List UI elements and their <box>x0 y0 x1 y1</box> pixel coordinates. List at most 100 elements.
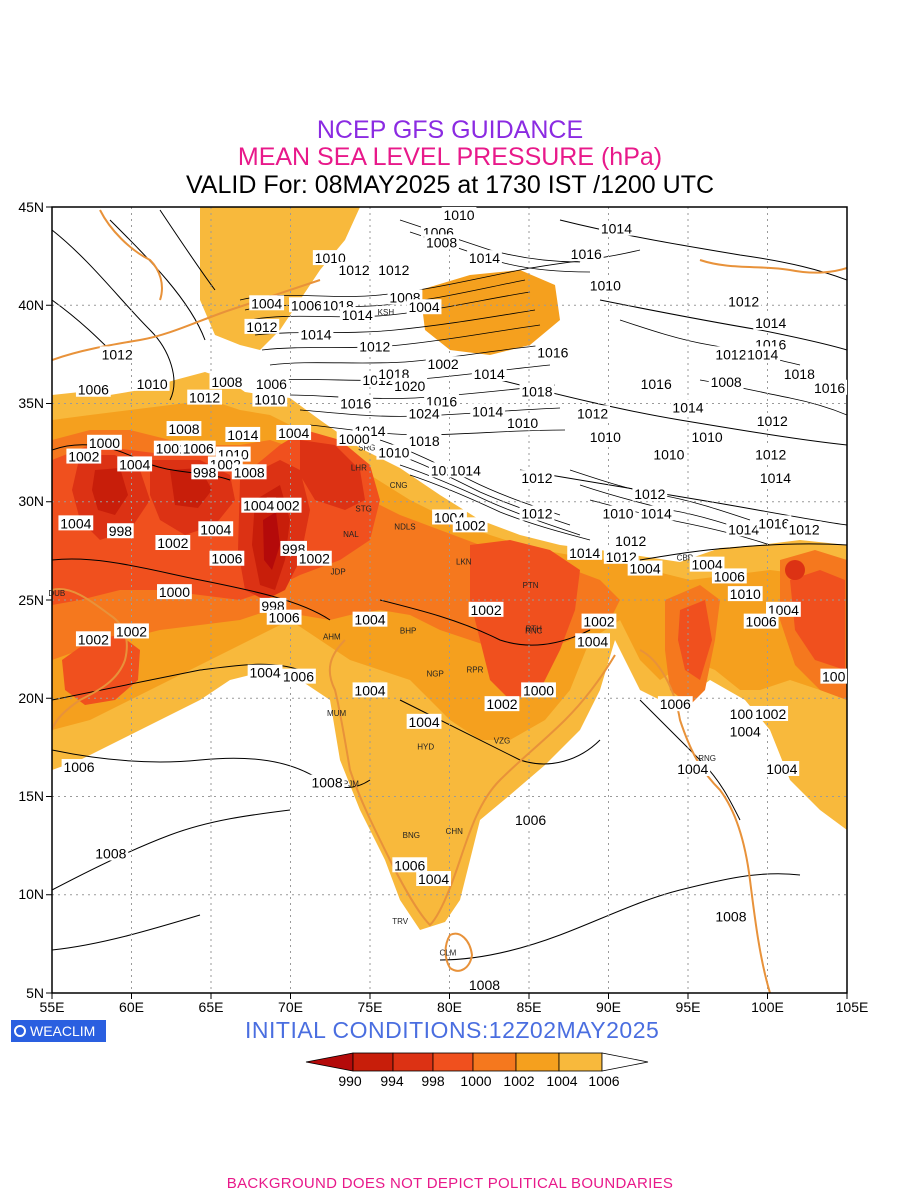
isobar-label: 1008 <box>713 908 749 924</box>
isobar-label-text: 1012 <box>728 293 759 309</box>
isobar-label-box <box>726 521 762 537</box>
isobar-label: 1002 <box>114 623 149 639</box>
isobar-label-text: 1006 <box>291 297 322 313</box>
isobar-label-box <box>764 760 800 776</box>
isobar-label-text: 1006 <box>746 614 777 630</box>
isobar-label-text: 1001 <box>156 441 187 457</box>
isobar-label-box <box>75 381 111 397</box>
city-label: LKN <box>456 558 472 567</box>
city-label: CLM <box>439 949 456 958</box>
isobar-label: 1010 <box>587 277 623 294</box>
isobar-label-text: 1010 <box>602 506 633 522</box>
isobar-label: 1006 <box>75 381 111 398</box>
isobar-label-box <box>339 307 375 323</box>
x-tick-label: 75E <box>358 999 383 1015</box>
isobar-label-text: 1010 <box>692 429 723 445</box>
isobar-label-box <box>470 403 506 419</box>
isobar-label-text: 1004 <box>354 612 385 628</box>
isobar-label-text: 1010 <box>443 207 474 223</box>
isobar-label-text: 1012 <box>755 447 786 463</box>
city-label: TRV <box>392 917 409 926</box>
isobar-label-box <box>519 470 555 486</box>
isobar-label-text: 1004 <box>60 515 91 531</box>
y-tick-label: 5N <box>26 985 44 1001</box>
isobar-label-text: 1006 <box>660 696 691 712</box>
isobar-label: 1000 <box>157 584 192 600</box>
isobar-label: 1014 <box>670 399 706 415</box>
isobar-label-box <box>249 295 285 311</box>
isobar-label-text: 1004 <box>677 761 708 777</box>
isobar-label-text: 1012 <box>359 339 390 355</box>
isobar-label: 1006 <box>392 857 428 873</box>
isobar-label-box <box>406 713 442 729</box>
isobar-label-box <box>708 373 744 389</box>
colorbar-label: 998 <box>421 1073 445 1089</box>
isobar-label-box <box>61 759 97 775</box>
isobar-label-box <box>231 464 267 480</box>
isobar-label-box <box>309 774 345 790</box>
isobar-label-text: 1012 <box>339 262 370 278</box>
isobar-label: 100 <box>820 668 847 685</box>
isobar-label: 1016 <box>756 515 792 531</box>
isobar-label-text: 1012 <box>378 262 409 278</box>
isobar-label-text: 1002 <box>428 356 459 372</box>
shade-1000-east <box>678 600 712 680</box>
isobar-label: 1004 <box>764 760 800 777</box>
colorbar-seg-1000 <box>472 1052 517 1072</box>
isobar-label-box <box>225 426 261 442</box>
isobar-label-text: 1004 <box>243 498 274 514</box>
isobar-label: 1012 <box>519 470 555 486</box>
isobar-label-text: 1002 <box>583 614 614 630</box>
isobar-label-text: 1002 <box>470 602 501 618</box>
isobar-label-text: 1014 <box>760 470 791 486</box>
isobar-label-text: 1004 <box>249 665 280 681</box>
isobar-label-box <box>513 812 548 828</box>
isobar-label-text: 1004 <box>577 633 608 649</box>
isobar-label-box <box>581 613 617 629</box>
city-label: MUM <box>327 709 346 718</box>
isobar-label: 1012 <box>99 346 135 362</box>
isobar-label-box <box>441 207 477 222</box>
isobar-label: 1002 <box>296 550 332 567</box>
isobar-label-text: 1006 <box>283 669 314 685</box>
y-tick-label: 10N <box>18 886 44 902</box>
x-tick-label: 100E <box>751 999 784 1015</box>
isobar-label-text: 1008 <box>711 374 742 390</box>
city-label: HYD <box>417 742 434 751</box>
isobar-label-box <box>689 428 725 444</box>
colorbar-seg-994 <box>392 1052 434 1072</box>
isobar-label-box <box>743 613 779 629</box>
isobar-label-box <box>758 470 793 486</box>
isobar-label-box <box>726 293 762 309</box>
shade-low-east <box>785 560 805 580</box>
x-tick-label: 85E <box>517 999 542 1015</box>
isobar-label-box <box>670 399 706 415</box>
isobar-label: 1004 <box>247 664 283 681</box>
isobar-label: 1014 <box>339 307 375 323</box>
isobar-label-box <box>753 446 789 462</box>
isobar-label-text: 1012 <box>634 486 665 502</box>
isobar-label: 1014 <box>470 403 506 419</box>
city-label: SRG <box>358 444 375 453</box>
isobar-label-box <box>155 535 191 551</box>
isobar-label-box <box>406 405 442 421</box>
isobar-label-text: 1012 <box>102 346 133 362</box>
isobar-label-text: 1014 <box>672 399 703 415</box>
x-tick-label: 90E <box>596 999 621 1015</box>
isobar-label: 1012 <box>187 389 223 406</box>
isobar-label-box <box>484 696 520 712</box>
colorbar-seg-1004 <box>558 1052 603 1072</box>
isobar-label-box <box>756 515 792 531</box>
isobar-label-text: 1012 <box>615 533 646 549</box>
isobar-label-text: 1010 <box>730 586 761 602</box>
isobar-label-box <box>191 464 218 480</box>
tick-marks <box>46 206 848 999</box>
isobar-label: 1010 <box>134 375 170 392</box>
isobar-label-box <box>244 318 280 334</box>
colorbar-seg-1002 <box>515 1052 560 1072</box>
isobar-label-box <box>689 556 725 572</box>
isobar-label-text: 1012 <box>189 390 220 406</box>
isobar-label: 1006 <box>180 440 216 457</box>
isobar-label-text: 1016 <box>537 344 568 360</box>
isobar-label-text: 1004 <box>730 724 761 740</box>
